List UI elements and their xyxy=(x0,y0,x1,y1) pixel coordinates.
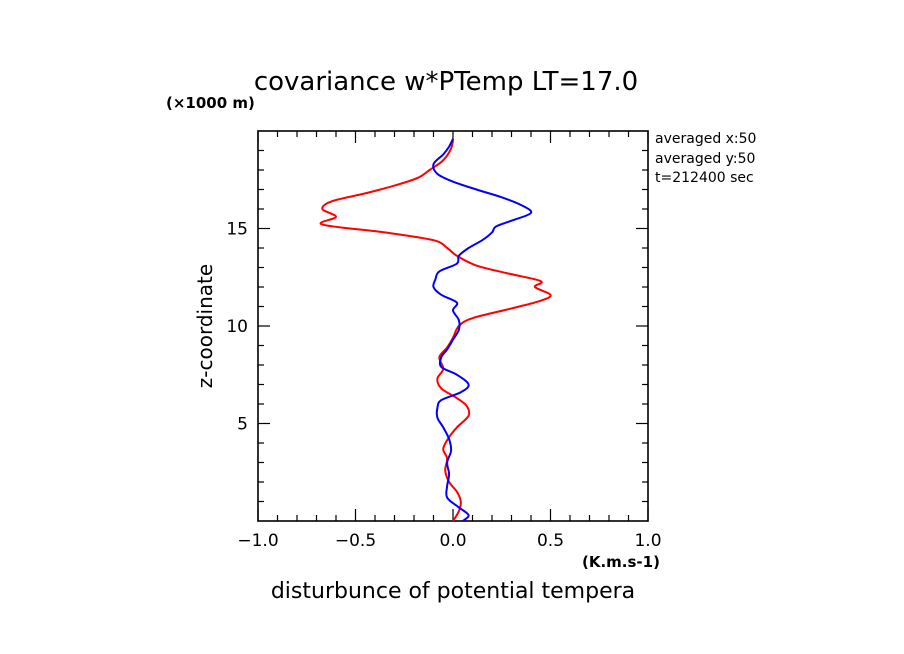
annotation-time: t=212400 sec xyxy=(655,170,754,186)
annotation-averaged-x: averaged x:50 xyxy=(655,131,756,147)
x-tick-label: 1.0 xyxy=(634,531,661,551)
series-group xyxy=(319,138,552,522)
series-line-blue xyxy=(432,138,533,522)
x-ticks: −1.0 −0.5 0.0 0.5 1.0 xyxy=(237,131,662,551)
y-tick-label: 10 xyxy=(226,317,248,337)
x-tick-label: −1.0 xyxy=(237,531,278,551)
y-tick-label: 15 xyxy=(226,220,248,240)
chart-title: covariance w*PTemp LT=17.0 xyxy=(254,67,638,97)
x-tick-label: 0.0 xyxy=(439,531,466,551)
x-axis-label: disturbunce of potential tempera xyxy=(271,579,635,604)
y-ticks: 5 10 15 xyxy=(226,149,648,503)
series-line-red xyxy=(319,138,552,522)
x-tick-label: −0.5 xyxy=(335,531,376,551)
x-tick-label: 0.5 xyxy=(537,531,564,551)
x-unit-label: (K.m.s-1) xyxy=(582,553,660,571)
plot-frame xyxy=(257,130,649,522)
y-unit-label: (×1000 m) xyxy=(166,94,255,112)
y-axis-label: z-coordinate xyxy=(193,264,217,388)
annotation-averaged-y: averaged y:50 xyxy=(655,151,755,167)
y-tick-label: 5 xyxy=(237,415,248,435)
